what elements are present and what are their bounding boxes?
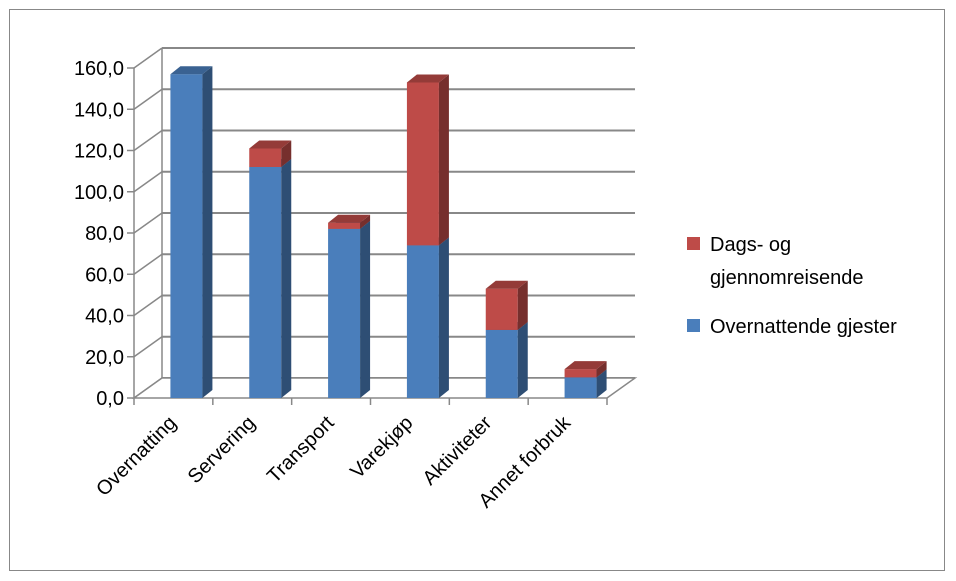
gridline-depth (133, 171, 163, 193)
bar-segment (485, 321, 528, 398)
bar-segment (328, 220, 371, 398)
bar-side (438, 237, 449, 398)
bar-side (281, 159, 292, 398)
bar-group (406, 74, 449, 398)
y-tick-label: 160,0 (74, 58, 124, 80)
bar-top (485, 280, 528, 289)
bar-top (406, 74, 449, 83)
legend-item: Overnattende gjester (687, 316, 897, 338)
bar-side (517, 280, 528, 330)
y-tick-label: 80,0 (85, 223, 124, 245)
legend-swatch (687, 237, 700, 250)
bar-segment (406, 237, 449, 398)
y-tick-label: 20,0 (85, 347, 124, 369)
bar-front (485, 329, 518, 398)
bar-front (328, 228, 361, 398)
y-tick-label: 140,0 (74, 99, 124, 121)
gridline-depth (133, 88, 163, 110)
legend-label: Overnattende gjester (710, 316, 897, 338)
bar-segment (564, 361, 607, 378)
bar-segment (249, 159, 292, 398)
bar-front (249, 148, 282, 167)
bar-front (249, 167, 282, 398)
bar-segment (328, 214, 371, 229)
x-tick-label: Servering (184, 412, 260, 488)
y-tick-label: 120,0 (74, 141, 124, 163)
chart-frame (9, 9, 945, 571)
bar-side (438, 74, 449, 246)
legend-label: Dags- og (710, 234, 791, 256)
bar-front (406, 245, 439, 398)
bar-segment (406, 74, 449, 246)
x-tick-label: Aktiviteter (419, 412, 497, 490)
y-tick-label: 0,0 (96, 388, 124, 410)
bar-front (485, 288, 518, 330)
bar-front (170, 74, 203, 398)
gridline-depth (133, 129, 163, 152)
bar-group (249, 140, 292, 398)
y-tick-label: 60,0 (85, 264, 124, 286)
bar-front (406, 82, 439, 246)
bar-top (328, 214, 371, 223)
legend-item: Dags- og gjennomreisende (687, 234, 863, 289)
y-tick-label: 100,0 (74, 182, 124, 204)
bar-side (596, 361, 607, 378)
gridline-depth (133, 212, 163, 234)
gridline-depth (133, 294, 163, 317)
bar-side (281, 140, 292, 167)
bar-group (170, 66, 213, 398)
x-tick-label: Varekjøp (346, 412, 417, 483)
legend-label: gjennomreisende (710, 267, 863, 289)
bar-top (170, 66, 213, 75)
gridline-depth (133, 253, 163, 275)
x-tick-label: Transport (263, 412, 339, 488)
bar-front (564, 369, 597, 378)
x-tick-label: Overnatting (92, 412, 181, 501)
y-axis: 0,0 20,0 40,0 60,0 80,0 100,0 120,0 140,0 160,0 (74, 58, 135, 410)
bar-front (328, 222, 361, 229)
bar-segment (249, 140, 292, 167)
bar-top (249, 140, 292, 149)
x-axis: Overnatting Servering Transport Varekjøp Akt… (92, 398, 608, 512)
bar-segment (485, 280, 528, 330)
bar-group (328, 214, 371, 398)
bar-top (564, 361, 607, 370)
bar-side (596, 369, 607, 398)
gridline-depth (133, 47, 163, 69)
bar-front (564, 377, 597, 398)
y-tick-label: 40,0 (85, 306, 124, 328)
bar-group (564, 361, 607, 398)
bar-side (517, 321, 528, 398)
bar-segment (170, 66, 213, 398)
legend: Dags- og gjennomreisende Overnattende gjes… (687, 234, 897, 338)
bar-group (485, 280, 528, 398)
gridline-depth (133, 336, 163, 358)
bar-side (360, 220, 371, 398)
bar-side (360, 214, 371, 229)
legend-swatch (687, 319, 700, 332)
bar-side (202, 66, 213, 398)
bars (170, 66, 607, 398)
